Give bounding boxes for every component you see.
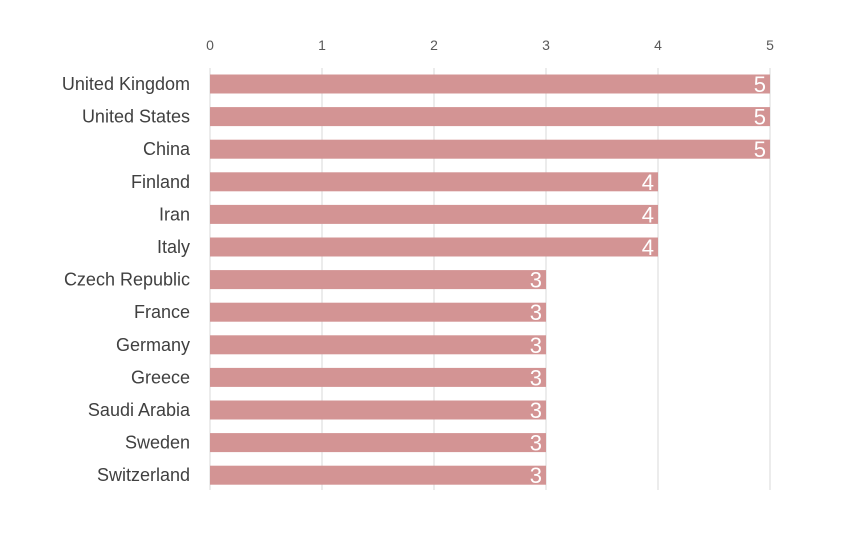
x-axis-ticks: 0 1 2 3 4 5 [206, 37, 774, 53]
bar-saudi-arabia [210, 400, 546, 420]
category-label-france: France [134, 302, 190, 322]
x-tick-label-3: 3 [542, 37, 550, 53]
category-label-switzerland: Switzerland [97, 465, 190, 485]
x-tick-label-0: 0 [206, 37, 214, 53]
category-label-saudi-arabia: Saudi Arabia [88, 400, 191, 420]
data-label-germany: 3 [530, 333, 542, 358]
bar-united-states [210, 107, 770, 127]
bar-germany [210, 335, 546, 355]
bar-finland [210, 172, 658, 192]
bar-china [210, 139, 770, 159]
x-tick-label-2: 2 [430, 37, 438, 53]
category-label-united-kingdom: United Kingdom [62, 74, 190, 94]
category-label-greece: Greece [131, 367, 190, 387]
bars [210, 74, 770, 485]
bar-italy [210, 237, 658, 257]
x-tick-label-4: 4 [654, 37, 662, 53]
data-label-switzerland: 3 [530, 463, 542, 488]
data-label-france: 3 [530, 300, 542, 325]
bar-united-kingdom [210, 74, 770, 94]
bar-iran [210, 204, 658, 224]
category-labels: United Kingdom United States China Finland I… [62, 74, 191, 485]
data-label-greece: 3 [530, 365, 542, 390]
category-label-sweden: Sweden [125, 433, 190, 453]
x-tick-label-1: 1 [318, 37, 326, 53]
data-label-saudi-arabia: 3 [530, 398, 542, 423]
category-label-united-states: United States [82, 107, 190, 127]
data-label-italy: 4 [642, 235, 654, 260]
data-label-united-kingdom: 5 [754, 72, 766, 97]
category-label-italy: Italy [157, 237, 190, 257]
category-label-germany: Germany [116, 335, 190, 355]
data-label-china: 5 [754, 137, 766, 162]
data-labels: 5 5 5 4 4 4 3 3 3 3 3 3 3 [530, 72, 766, 488]
category-label-finland: Finland [131, 172, 190, 192]
data-label-united-states: 5 [754, 105, 766, 130]
data-label-czech-republic: 3 [530, 268, 542, 293]
bar-sweden [210, 433, 546, 453]
bar-greece [210, 367, 546, 387]
data-label-finland: 4 [642, 170, 654, 195]
category-label-czech-republic: Czech Republic [64, 270, 190, 290]
bar-switzerland [210, 465, 546, 485]
category-label-iran: Iran [159, 204, 190, 224]
data-label-sweden: 3 [530, 431, 542, 456]
data-label-iran: 4 [642, 202, 654, 227]
bar-czech-republic [210, 270, 546, 290]
x-tick-label-5: 5 [766, 37, 774, 53]
category-label-china: China [143, 139, 191, 159]
bar-france [210, 302, 546, 322]
